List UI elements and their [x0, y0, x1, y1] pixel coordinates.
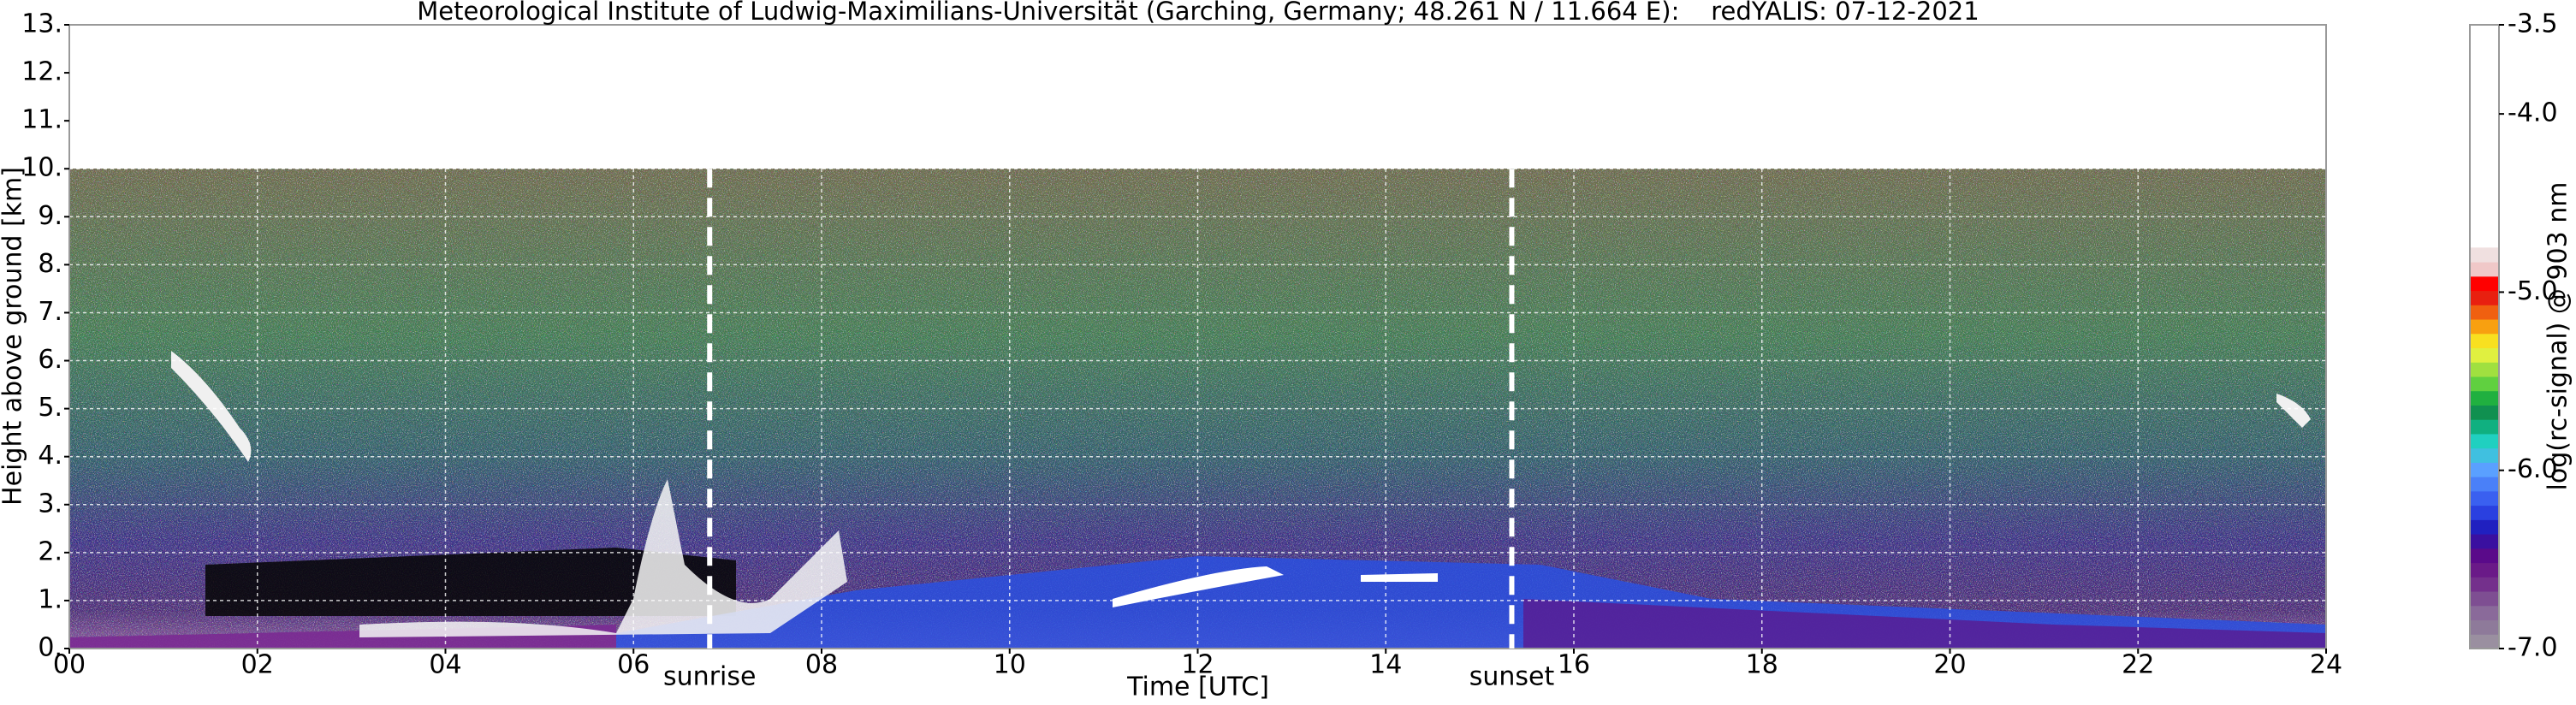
colorbar-swatch: [2470, 605, 2499, 621]
y-tick-label: 7.: [38, 297, 62, 327]
chart-title: Meteorological Institute of Ludwig-Maxim…: [417, 0, 1979, 26]
x-tick-label: 20: [1933, 650, 1966, 680]
low-cloud: [359, 479, 847, 637]
colorbar-swatch: [2470, 462, 2499, 477]
dark-region: [205, 548, 736, 616]
colorbar-swatch: [2470, 619, 2499, 635]
colorbar-swatch: [2470, 419, 2499, 435]
y-tick-label: 2.: [38, 536, 62, 566]
colorbar-tick-label: -7.0: [2508, 633, 2558, 663]
colorbar-swatch: [2470, 390, 2499, 406]
y-tick-label: 8.: [38, 249, 62, 279]
colorbar-swatch: [2470, 362, 2499, 377]
colorbar-swatch: [2470, 519, 2499, 535]
colorbar-tick-label: -3.5: [2508, 9, 2558, 39]
annotation-label: sunset: [1469, 662, 1555, 692]
y-tick-label: 6.: [38, 345, 62, 375]
y-tick-label: 12.: [21, 57, 62, 87]
y-tick-label: 11.: [21, 105, 62, 135]
colorbar-tick-label: -4.0: [2508, 98, 2558, 128]
colorbar-swatch: [2470, 290, 2499, 305]
x-tick-label: 12: [1181, 650, 1214, 680]
colorbar-swatch: [2470, 247, 2499, 263]
cloud-patch: [1361, 573, 1438, 582]
colorbar-swatch: [2470, 490, 2499, 507]
y-tick-label: 1.: [38, 584, 62, 614]
x-tick-label: 16: [1558, 650, 1590, 680]
colorbar-swatch: [2470, 562, 2499, 578]
y-tick-label: 10.: [21, 153, 62, 183]
y-tick-label: 13.: [21, 9, 62, 39]
y-axis-title: Height above ground [km]: [0, 167, 28, 506]
colorbar-swatch: [2470, 405, 2499, 420]
colorbar-swatch: [2470, 305, 2499, 320]
annotation-label: sunrise: [663, 662, 756, 692]
x-tick-label: 22: [2122, 650, 2154, 680]
x-tick-label: 08: [805, 650, 838, 680]
colorbar-swatch: [2470, 262, 2499, 277]
colorbar-swatch: [2470, 347, 2499, 363]
colorbar-swatch: [2470, 534, 2499, 549]
y-tick-label: 4.: [38, 441, 62, 471]
colorbar-swatch: [2470, 333, 2499, 349]
colorbar-swatch: [2470, 433, 2499, 449]
y-tick-label: 3.: [38, 489, 62, 518]
x-tick-label: 10: [994, 650, 1026, 680]
y-tick-label: 5.: [38, 393, 62, 423]
colorbar-over: [2470, 25, 2499, 248]
x-tick-label: 04: [429, 650, 461, 680]
x-tick-label: 24: [2310, 650, 2342, 680]
colorbar-tick-label: -5.0: [2508, 276, 2558, 306]
colorbar-title: log(rc-signal) @ 903 nm: [2543, 182, 2573, 491]
colorbar-frame: [2469, 24, 2500, 649]
colorbar-swatch: [2470, 376, 2499, 392]
x-tick-label: 00: [53, 650, 86, 680]
colorbar-swatch: [2470, 548, 2499, 564]
x-axis-title: Time [UTC]: [1126, 672, 1269, 702]
colorbar-swatch: [2470, 505, 2499, 520]
x-tick-label: 18: [1746, 650, 1778, 680]
x-tick-label: 02: [241, 650, 274, 680]
colorbar-swatch: [2470, 447, 2499, 463]
x-tick-label: 14: [1369, 650, 1402, 680]
high-cloud: [2276, 394, 2311, 428]
high-cloud: [171, 351, 252, 462]
y-tick-label: 9.: [38, 201, 62, 231]
y-tick-label: 0.: [38, 633, 62, 663]
colorbar-swatch: [2470, 634, 2499, 649]
colorbar-swatch: [2470, 591, 2499, 607]
x-tick-label: 06: [617, 650, 650, 680]
colorbar-swatch: [2470, 577, 2499, 592]
colorbar-swatch: [2470, 319, 2499, 335]
colorbar-swatch: [2470, 275, 2499, 292]
colorbar-swatch: [2470, 477, 2499, 492]
colorbar-tick-label: -6.0: [2508, 454, 2558, 484]
boundary-layer-night: [1523, 599, 2326, 649]
